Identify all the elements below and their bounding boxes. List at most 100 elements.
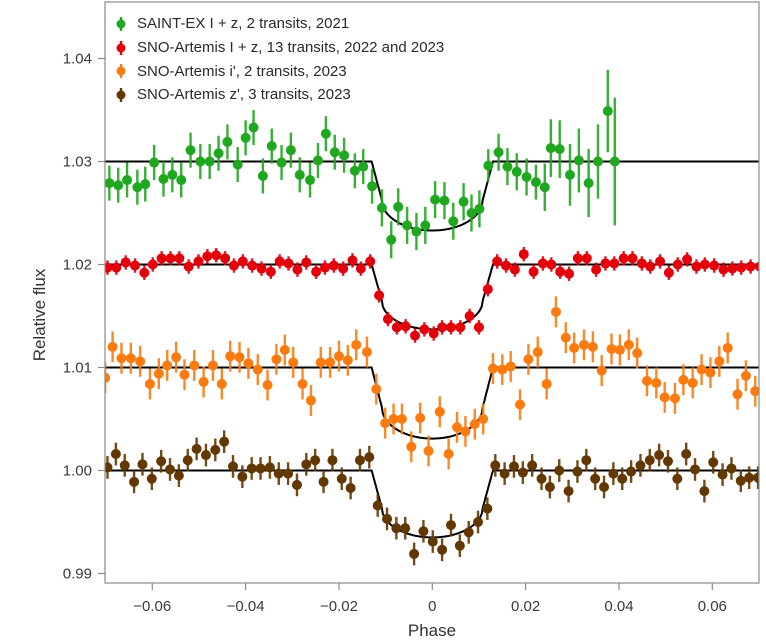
data-point bbox=[544, 475, 555, 499]
data-marker bbox=[606, 343, 617, 354]
data-marker bbox=[623, 339, 634, 350]
series-0 bbox=[105, 69, 759, 259]
data-point bbox=[722, 332, 733, 364]
data-point bbox=[329, 134, 340, 170]
data-point bbox=[182, 448, 193, 472]
data-point bbox=[430, 181, 441, 219]
data-marker bbox=[430, 194, 441, 205]
legend: SAINT-EX I + z, 2 transits, 2021 SNO-Art… bbox=[112, 12, 444, 107]
data-marker bbox=[678, 374, 689, 385]
data-point bbox=[636, 256, 647, 271]
data-marker bbox=[391, 322, 402, 333]
data-point bbox=[478, 403, 489, 435]
data-point bbox=[255, 457, 266, 480]
data-marker bbox=[415, 412, 426, 423]
data-marker bbox=[636, 258, 647, 269]
data-marker bbox=[591, 264, 602, 275]
legend-item-sno-artemis-i: SNO-Artemis i', 2 transits, 2023 bbox=[112, 59, 444, 83]
data-marker bbox=[116, 353, 127, 364]
data-marker bbox=[602, 106, 613, 117]
data-point bbox=[139, 265, 150, 280]
data-point bbox=[490, 454, 501, 477]
data-marker bbox=[305, 395, 316, 406]
data-point bbox=[528, 264, 539, 279]
data-marker bbox=[358, 161, 369, 172]
data-marker bbox=[544, 481, 555, 492]
data-marker bbox=[311, 266, 322, 277]
data-marker bbox=[659, 392, 670, 403]
data-marker bbox=[354, 455, 365, 466]
data-point bbox=[591, 262, 602, 277]
legend-label: SNO-Artemis I + z, 13 transits, 2022 and… bbox=[137, 39, 445, 57]
data-marker bbox=[493, 147, 504, 158]
data-point bbox=[273, 462, 284, 485]
data-point bbox=[122, 162, 133, 198]
data-marker bbox=[641, 375, 652, 386]
data-marker bbox=[406, 441, 417, 452]
data-marker bbox=[228, 461, 239, 472]
data-point bbox=[659, 381, 670, 413]
data-marker bbox=[460, 426, 471, 437]
data-point bbox=[609, 97, 620, 226]
data-point bbox=[400, 516, 411, 540]
data-point bbox=[374, 288, 385, 303]
data-marker bbox=[464, 311, 475, 321]
data-point bbox=[718, 262, 729, 277]
data-marker bbox=[427, 536, 438, 547]
data-point bbox=[530, 164, 541, 200]
data-marker bbox=[618, 253, 629, 264]
data-point bbox=[113, 167, 124, 203]
data-point bbox=[130, 258, 141, 273]
data-point bbox=[511, 153, 522, 191]
data-point bbox=[237, 465, 248, 489]
data-marker bbox=[699, 486, 710, 497]
legend-item-sno-artemis-z: SNO-Artemis z', 3 transits, 2023 bbox=[112, 83, 444, 107]
data-point bbox=[606, 333, 617, 365]
legend-item-saint-ex: SAINT-EX I + z, 2 transits, 2021 bbox=[112, 12, 444, 36]
data-point bbox=[228, 258, 239, 273]
data-marker bbox=[372, 500, 383, 511]
data-marker bbox=[452, 422, 463, 433]
data-marker bbox=[279, 344, 290, 355]
data-marker bbox=[537, 258, 548, 269]
data-point bbox=[165, 251, 176, 266]
data-point bbox=[257, 158, 268, 194]
data-marker bbox=[443, 449, 454, 460]
data-marker bbox=[382, 314, 393, 325]
data-marker bbox=[329, 147, 340, 158]
data-marker bbox=[497, 364, 508, 375]
data-point bbox=[153, 358, 164, 390]
x-tick-label: 0.04 bbox=[604, 598, 633, 615]
data-marker bbox=[740, 370, 751, 381]
data-marker bbox=[338, 263, 349, 274]
data-marker bbox=[388, 414, 399, 424]
data-point bbox=[410, 328, 421, 343]
data-marker bbox=[137, 459, 148, 470]
data-marker bbox=[182, 455, 193, 466]
data-point bbox=[391, 320, 402, 335]
data-point bbox=[276, 145, 287, 181]
data-point bbox=[483, 149, 494, 183]
data-marker bbox=[291, 479, 302, 490]
data-point bbox=[291, 473, 302, 497]
data-marker bbox=[599, 481, 610, 492]
data-marker bbox=[530, 177, 541, 188]
data-point bbox=[497, 354, 508, 386]
data-point bbox=[262, 369, 273, 401]
data-marker bbox=[325, 357, 336, 368]
data-point bbox=[135, 345, 146, 377]
data-point bbox=[708, 450, 719, 474]
data-point bbox=[546, 257, 557, 272]
data-point bbox=[283, 462, 294, 485]
data-marker bbox=[536, 473, 547, 484]
data-point bbox=[423, 435, 434, 467]
data-marker bbox=[276, 157, 287, 168]
data-marker bbox=[563, 486, 574, 497]
data-marker bbox=[234, 352, 245, 363]
data-marker bbox=[171, 352, 182, 363]
data-marker bbox=[654, 450, 665, 461]
data-marker bbox=[301, 257, 312, 268]
data-point bbox=[709, 258, 720, 273]
data-marker bbox=[572, 466, 583, 477]
data-point bbox=[687, 367, 698, 399]
